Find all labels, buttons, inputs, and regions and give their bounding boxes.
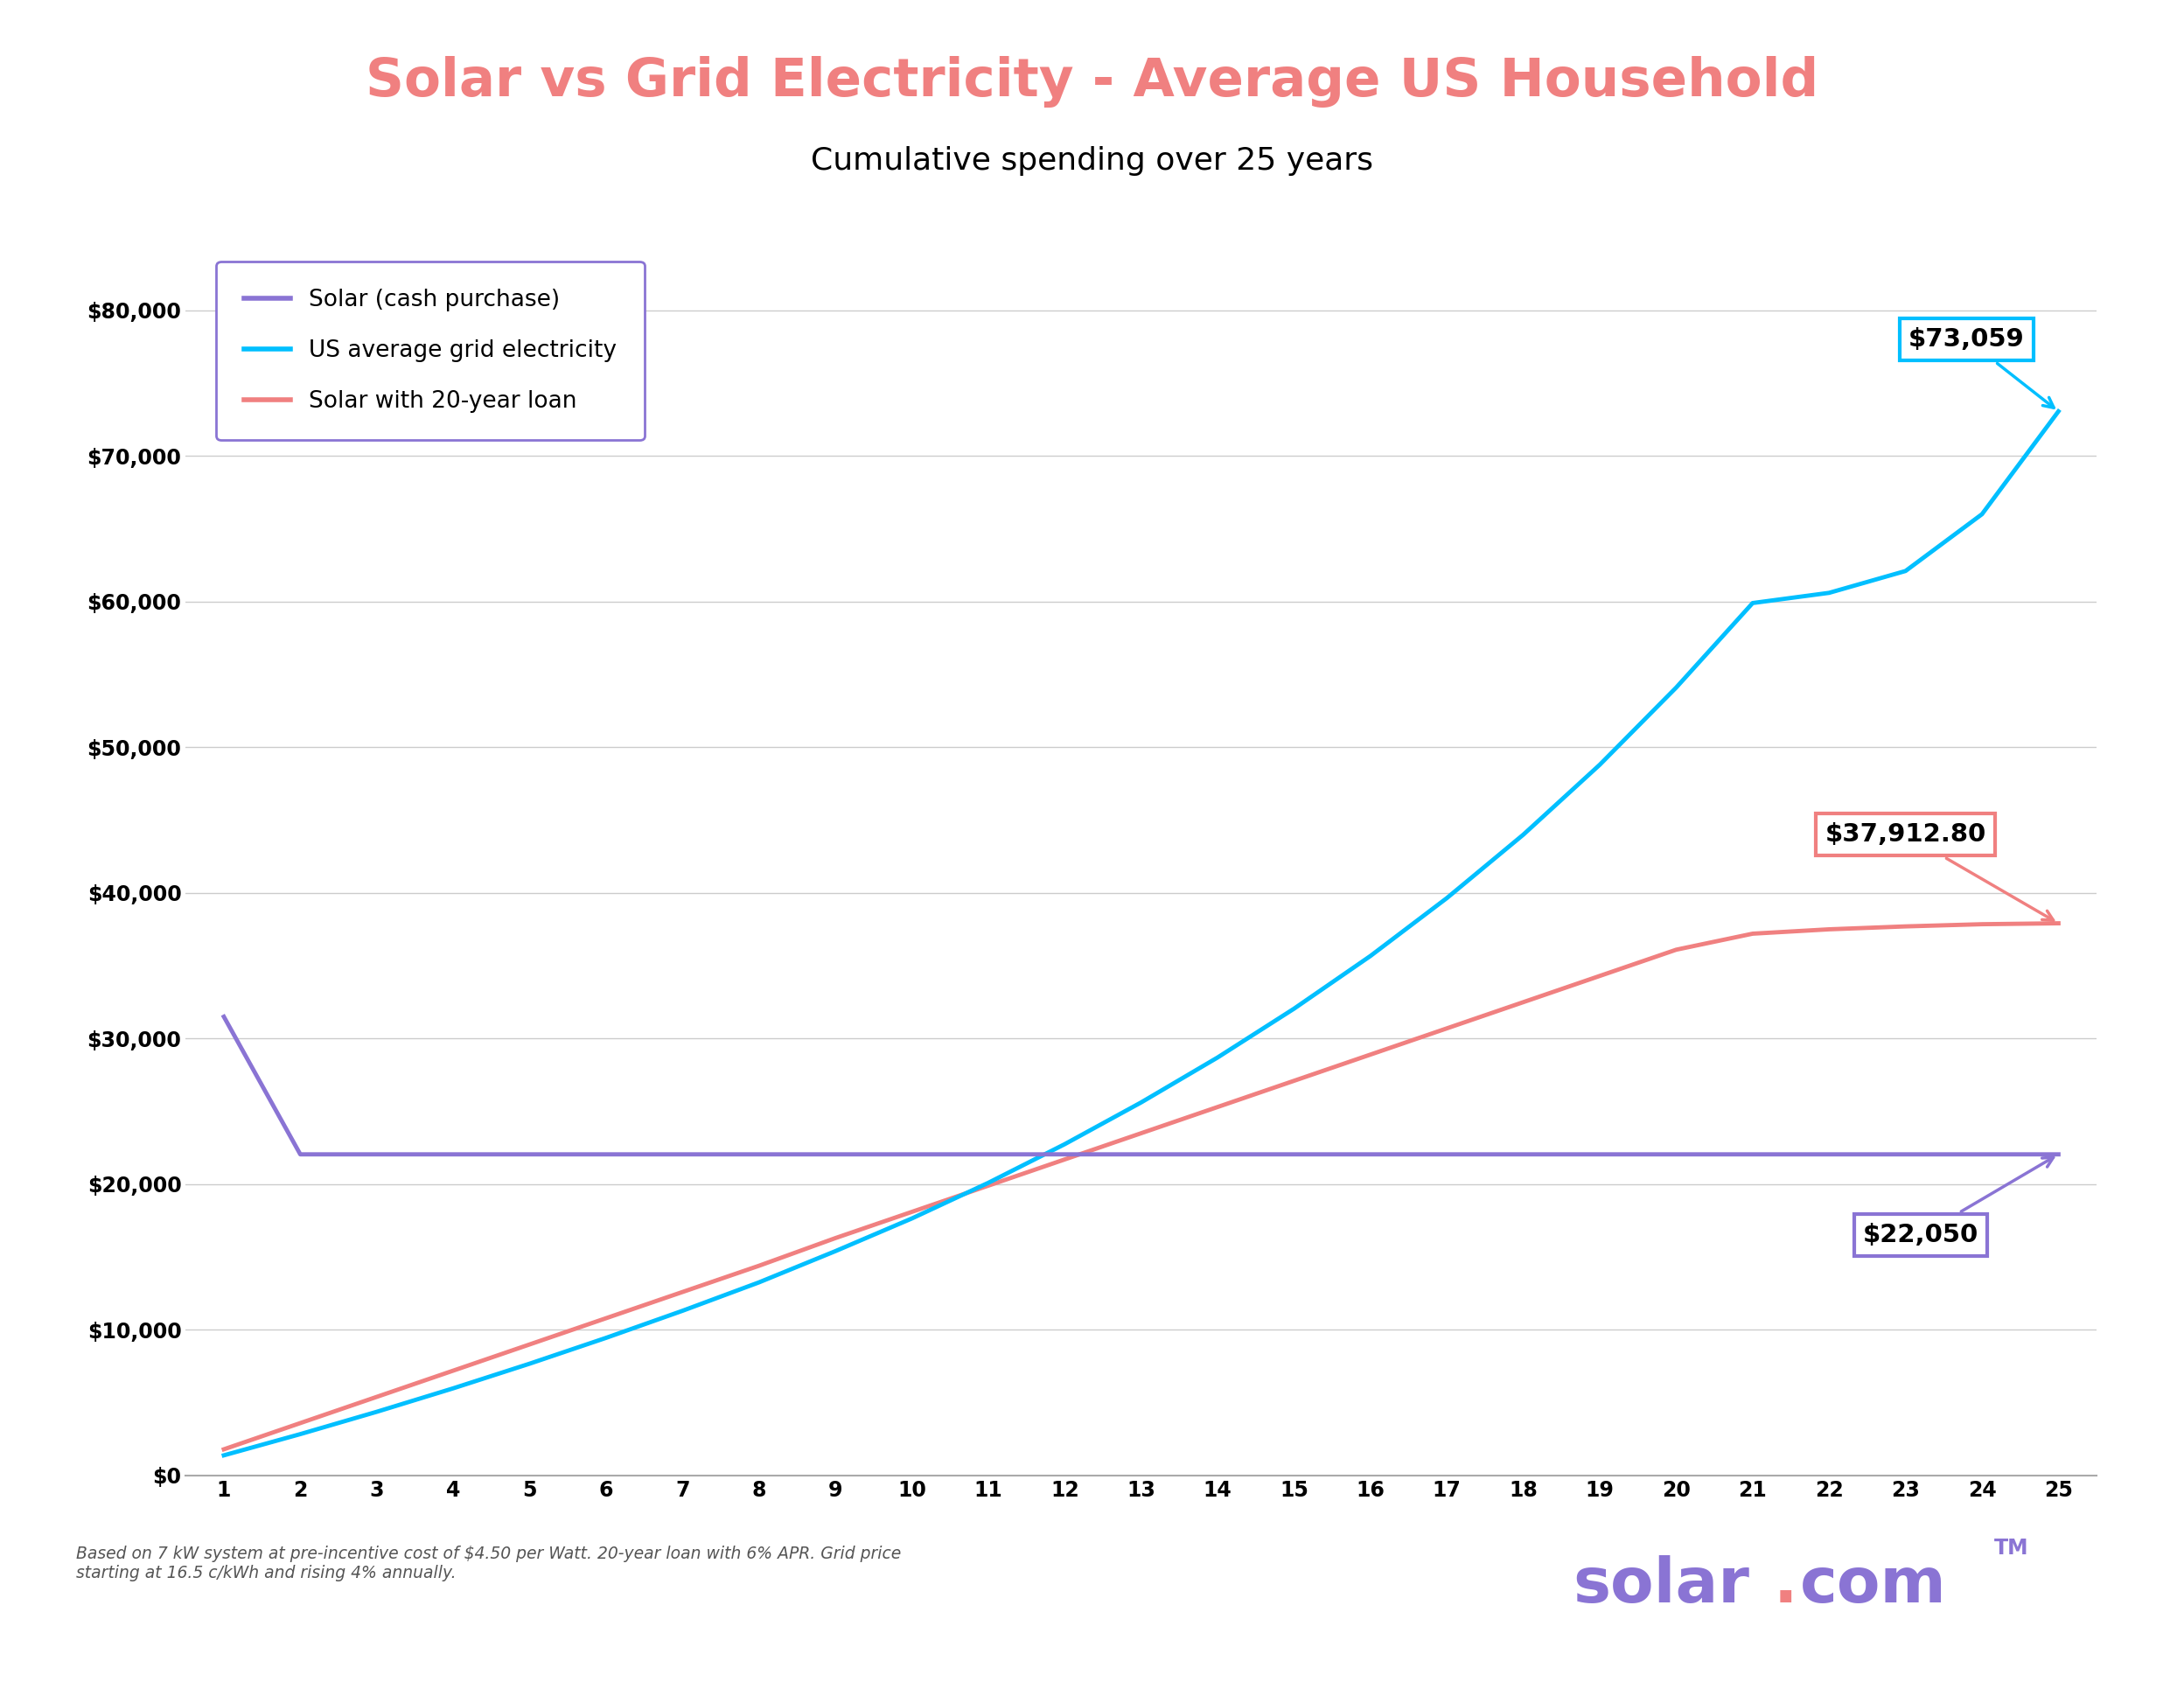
Text: $22,050: $22,050 — [1863, 1157, 2053, 1248]
Text: solar: solar — [1572, 1555, 1749, 1616]
Text: Based on 7 kW system at pre-incentive cost of $4.50 per Watt. 20-year loan with : Based on 7 kW system at pre-incentive co… — [76, 1545, 902, 1582]
Text: $37,912.80: $37,912.80 — [1826, 823, 2053, 921]
Text: $73,059: $73,059 — [1909, 327, 2053, 407]
Text: com: com — [1800, 1555, 1946, 1616]
Text: Solar vs Grid Electricity - Average US Household: Solar vs Grid Electricity - Average US H… — [365, 56, 1819, 107]
Legend: Solar (cash purchase), US average grid electricity, Solar with 20-year loan: Solar (cash purchase), US average grid e… — [216, 261, 644, 441]
Text: TM: TM — [1994, 1538, 2029, 1559]
Text: .: . — [1773, 1555, 1797, 1616]
Text: Cumulative spending over 25 years: Cumulative spending over 25 years — [810, 146, 1374, 176]
